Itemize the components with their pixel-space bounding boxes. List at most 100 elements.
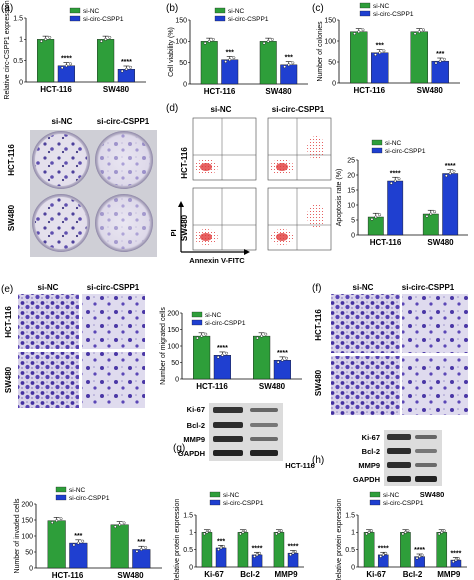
e-point-0-0-1 [200,334,204,338]
g-blot-image [209,403,283,461]
h-category-1: Bcl-2 [403,570,423,579]
h-point-1-2-0 [451,560,455,564]
panel-label-f: (f) [312,283,321,294]
h-point-1-2-1 [454,558,458,562]
d-point-0-1-1 [429,212,433,216]
a-category-0: HCT-116 [40,85,72,94]
a-ytick-label-0: 0 [19,79,23,86]
h-cell-line: SW480 [420,490,445,499]
e-img-sw-sicirc [82,352,145,408]
h-blot-label-3: MMP9 [358,461,380,470]
f-ytick-label-1: 50 [25,549,33,556]
d-point-1-0-2 [397,177,401,181]
g-ytick-label-3: 1.5 [183,512,193,519]
e-ytick-label-1: 50 [171,360,179,367]
f-category-0: HCT-116 [52,571,84,580]
h-point-1-0-0 [379,555,383,558]
g-point-0-1-2 [244,529,247,533]
e-bar-1-0 [213,355,231,380]
g-legend-label-1: si-circ-CSPP1 [223,500,264,507]
c-point-1-0-2 [382,49,386,53]
d-ytick-label-1: 5 [351,217,355,224]
g-point-0-0-2 [208,529,211,533]
c-point-0-1-0 [413,32,417,36]
e-row-hct116: HCT-116 [4,306,13,338]
a-ytick-label-3: 1.5 [13,15,23,22]
g-point-0-2-1 [277,530,281,534]
f-cond-si-nc: si-NC [353,283,374,292]
b-ylabel: Cell viability (%) [168,27,175,77]
e-bar-1-1 [273,359,291,380]
f-point-0-0-0 [50,521,54,524]
f-sig-1: *** [137,539,145,546]
c-legend-label-1: si-circ-CSPP1 [373,11,414,18]
h-point-1-1-1 [418,555,421,558]
c-bar-0-0 [350,31,368,84]
b-bar-0-0 [200,41,218,85]
e-sig-0: **** [217,345,228,352]
g-bar-0-0 [201,532,213,568]
g-point-1-1-0 [253,555,256,558]
g-bar-0-2 [273,532,285,568]
d-row-hct116: HCT-116 [180,147,189,179]
h-ytick-label-1: 0.5 [345,547,355,554]
e-point-0-0-2 [204,332,208,336]
f-legend-label-0: si-NC [69,487,86,494]
d-flow-plots [192,117,332,251]
h-blot-label-4: GAPDH [353,475,380,484]
b-ytick-label-0: 0 [183,81,187,88]
e-ylabel: Number of migrated cells [160,307,167,385]
h-legend-swatch-1 [369,499,381,506]
g-point-1-0-1 [219,546,223,550]
d-cluster-apoptotic [307,136,325,160]
e-ytick-label-4: 200 [167,310,179,317]
f-ytick-label-0: 0 [29,565,33,572]
e-ytick-label-0: 0 [175,376,179,383]
e-legend-swatch-1 [191,319,203,326]
d-point-0-0-0 [370,217,374,221]
e-cond-si-nc: si-NC [38,283,59,292]
b-legend-swatch-1 [214,15,226,22]
a-point-1-0-1 [65,64,68,68]
g-category-0: Ki-67 [204,570,224,579]
d-point-1-1-0 [444,174,448,178]
g-sig-1: **** [252,545,263,552]
a-legend-label-0: si-NC [83,8,100,15]
h-point-0-1-0 [401,532,405,536]
g-point-0-0-0 [203,532,206,536]
d-legend-label-0: si-NC [385,140,402,147]
f-img-sw-sicirc [402,356,468,415]
a-point-0-1-2 [108,36,112,39]
panel-label-b: (b) [166,3,178,14]
a-ytick-label-1: 0.5 [13,58,23,65]
e-point-0-1-2 [264,332,268,336]
a-point-1-1-2 [129,65,133,69]
e-point-1-1-1 [280,358,284,362]
e-point-0-0-0 [195,336,199,340]
d-bar-0-1 [422,213,439,236]
f-ytick-label-3: 150 [21,517,33,524]
d-point-0-0-1 [374,215,378,219]
d-legend-label-1: si-circ-CSPP1 [385,148,426,155]
c-legend-label-0: si-NC [373,3,390,10]
g-bar-1-0 [215,547,227,568]
b-point-1-1-0 [283,65,287,69]
a-bar-0-0 [37,39,55,83]
c-point-0-0-2 [361,28,365,32]
h-point-0-2-2 [442,529,446,533]
a-sig-1: **** [121,59,132,66]
d-point-1-0-0 [389,181,393,185]
a-sig-0: **** [61,56,72,63]
e-category-0: HCT-116 [196,382,228,391]
g-sig-0: *** [217,538,225,545]
d-row-sw480: SW480 [180,214,189,241]
h-category-2: MMP9 [437,570,461,579]
g-bar-0-1 [237,532,249,568]
b-bar-1-0 [221,59,239,85]
h-category-0: Ki-67 [366,570,386,579]
a-colonies-sw-sinc [35,197,87,249]
h-point-0-0-1 [367,530,371,534]
a-cond-si-nc: si-NC [52,117,73,126]
